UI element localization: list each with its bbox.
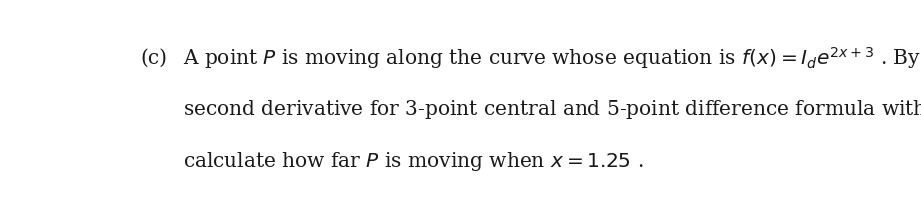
Text: (c): (c) xyxy=(140,48,167,67)
Text: second derivative for 3-point central and 5-point difference formula with $h = 0: second derivative for 3-point central an… xyxy=(183,98,921,121)
Text: A point $\mathit{P}$ is moving along the curve whose equation is $f(x) = I_d e^{: A point $\mathit{P}$ is moving along the… xyxy=(183,45,921,71)
Text: calculate how far $\mathit{P}$ is moving when $x = 1.25$ .: calculate how far $\mathit{P}$ is moving… xyxy=(183,150,644,173)
